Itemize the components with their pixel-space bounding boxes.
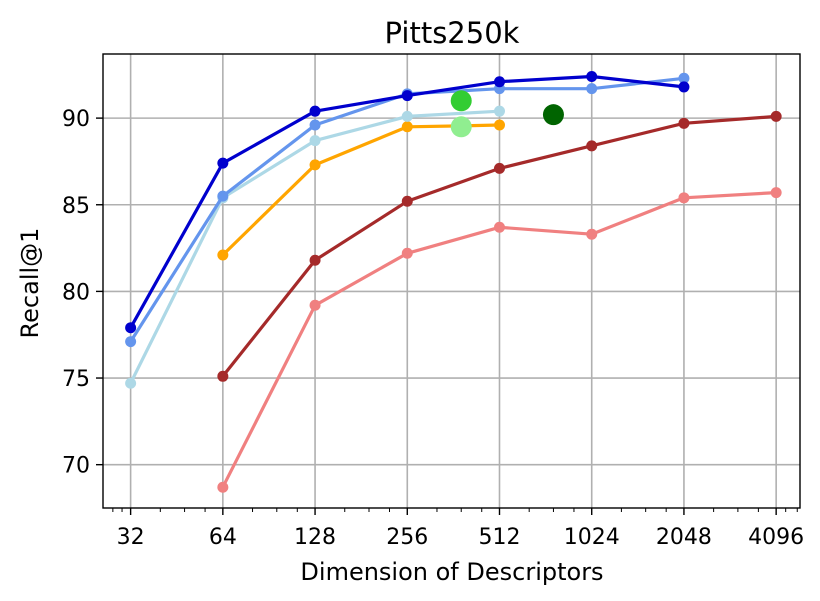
x-axis-label: Dimension of Descriptors xyxy=(300,558,603,586)
x-tick-label: 512 xyxy=(478,525,520,550)
data-point xyxy=(401,195,413,207)
data-point xyxy=(217,370,229,382)
data-point xyxy=(586,71,598,83)
series-brown xyxy=(217,110,782,382)
y-tick-label: 80 xyxy=(62,280,90,305)
x-tick-label: 256 xyxy=(386,525,428,550)
series-mediumblue xyxy=(125,71,690,334)
point-darkgreen xyxy=(542,104,564,126)
y-tick-label: 70 xyxy=(62,454,90,479)
point-lightgreen xyxy=(450,116,472,138)
data-point xyxy=(770,187,782,199)
data-point xyxy=(401,247,413,259)
data-point xyxy=(309,135,321,147)
data-point xyxy=(493,105,505,117)
data-point xyxy=(493,221,505,233)
data-point xyxy=(401,121,413,133)
y-tick-label: 75 xyxy=(62,367,90,392)
y-axis-label: Recall@1 xyxy=(16,228,44,339)
data-point xyxy=(217,157,229,169)
x-tick-label: 128 xyxy=(294,525,336,550)
data-point xyxy=(678,192,690,204)
plot-frame xyxy=(102,53,801,509)
data-point xyxy=(309,159,321,171)
point-limegreen xyxy=(450,90,472,112)
data-point xyxy=(401,110,413,122)
x-tick-label: 1024 xyxy=(564,525,620,550)
data-point xyxy=(770,110,782,122)
data-point xyxy=(586,83,598,95)
data-point xyxy=(309,254,321,266)
data-point xyxy=(125,336,137,348)
data-point xyxy=(493,119,505,131)
data-point xyxy=(678,117,690,129)
chart-title: Pitts250k xyxy=(385,16,520,50)
data-point xyxy=(586,140,598,152)
x-tick-label: 64 xyxy=(209,525,237,550)
data-point xyxy=(493,162,505,174)
data-point xyxy=(309,119,321,131)
y-tick-labels: 70 75 80 85 90 xyxy=(62,107,90,479)
data-point xyxy=(309,105,321,117)
data-point xyxy=(678,81,690,93)
data-point xyxy=(125,322,137,334)
data-point xyxy=(678,72,690,84)
data-point xyxy=(217,481,229,493)
data-point xyxy=(401,90,413,102)
data-point xyxy=(217,190,229,202)
data-point xyxy=(217,249,229,261)
series-lightcoral xyxy=(217,187,782,493)
x-tick-label: 2048 xyxy=(656,525,712,550)
data-point xyxy=(493,76,505,88)
x-tick-label: 32 xyxy=(117,525,145,550)
data-point xyxy=(125,377,137,389)
data-point xyxy=(309,299,321,311)
data-point xyxy=(586,228,598,240)
y-tick-label: 90 xyxy=(62,107,90,132)
tick-marks xyxy=(96,117,798,515)
series-layer xyxy=(125,71,782,493)
y-tick-label: 85 xyxy=(62,194,90,219)
x-tick-labels: 32 64 128 256 512 1024 2048 4096 xyxy=(117,525,805,550)
series-line xyxy=(221,123,502,257)
x-tick-label: 4096 xyxy=(748,525,804,550)
